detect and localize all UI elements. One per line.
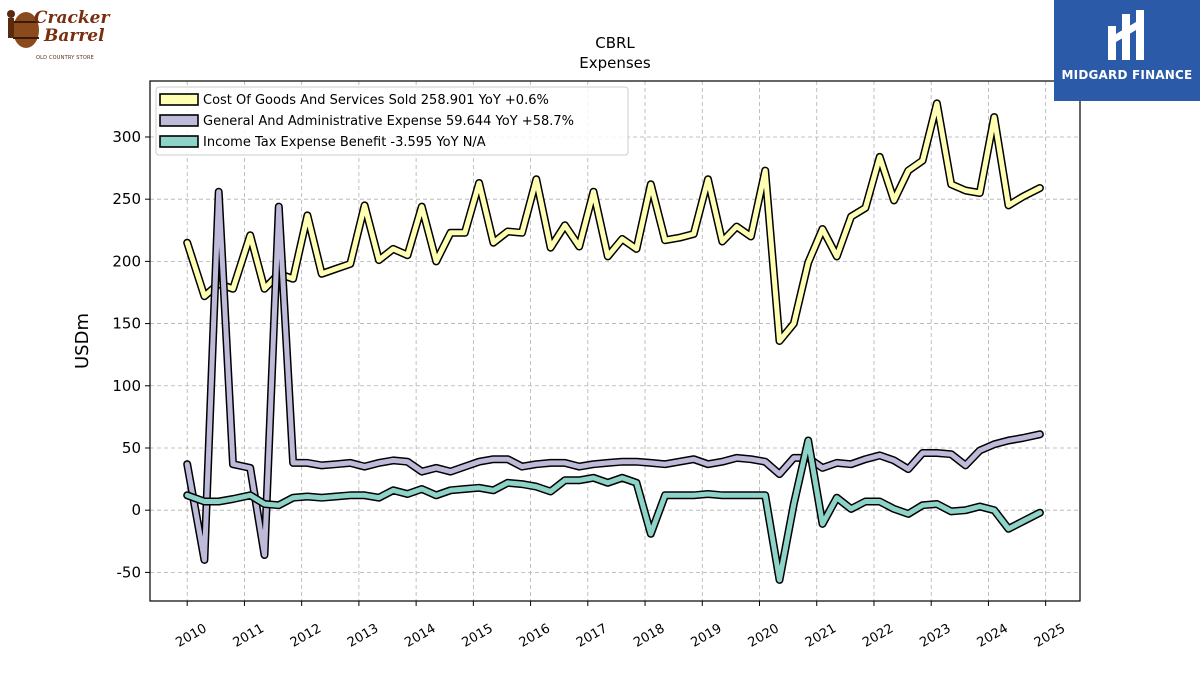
logo-text: MIDGARD FINANCE (1061, 68, 1193, 82)
x-tick-label: 2017 (574, 621, 610, 651)
y-tick-label: -50 (117, 563, 142, 581)
y-tick-label: 200 (112, 252, 141, 270)
legend-swatch (159, 114, 199, 127)
plot-frame (149, 80, 1081, 602)
x-tick-label: 2025 (1032, 621, 1068, 651)
x-tick-label: 2015 (460, 621, 496, 651)
x-tick-label: 2014 (402, 621, 438, 651)
y-tick-label: 150 (112, 315, 141, 333)
legend-box (155, 86, 629, 156)
legend-label: General And Administrative Expense 59.64… (203, 114, 574, 129)
y-tick-label: 250 (112, 190, 141, 208)
x-tick-label: 2010 (173, 621, 209, 651)
y-axis-label: USDm (72, 313, 93, 369)
midgard-mark-icon (1108, 10, 1144, 60)
x-tick-label: 2020 (746, 621, 782, 651)
x-tick-label: 2018 (631, 621, 667, 651)
logo-line1: Cracker (34, 8, 110, 28)
y-tick-label: 100 (112, 377, 141, 395)
series-layer (183, 99, 1044, 584)
chart-title: CBRL (595, 34, 635, 52)
legend: Cost Of Goods And Services Sold 258.901 … (155, 86, 629, 156)
x-tick-label: 2011 (231, 621, 267, 651)
x-tick-label: 2013 (345, 621, 381, 651)
barrel-icon (7, 10, 39, 48)
y-tick-label: 300 (112, 128, 141, 146)
y-tick-label: 50 (122, 439, 141, 457)
legend-label: Income Tax Expense Benefit -3.595 YoY N/… (203, 135, 486, 150)
midgard-finance-logo: MIDGARD FINANCE (1054, 0, 1200, 101)
legend-swatch (159, 135, 199, 148)
series-2 (183, 436, 1044, 584)
x-tick-label: 2023 (917, 621, 953, 651)
legend-swatch (159, 93, 199, 106)
y-tick-label: 0 (131, 501, 141, 519)
x-tick-label: 2019 (688, 621, 724, 651)
x-tick-label: 2022 (860, 621, 896, 651)
x-tick-label: 2021 (803, 621, 839, 651)
x-tick-label: 2012 (288, 621, 324, 651)
legend-label: Cost Of Goods And Services Sold 258.901 … (203, 93, 549, 108)
x-tick-label: 2016 (517, 621, 553, 651)
cracker-barrel-logo: Cracker Barrel OLD COUNTRY STORE (4, 4, 122, 66)
series-line (184, 189, 1043, 563)
series-1 (183, 187, 1044, 564)
series-0 (183, 99, 1044, 345)
logo-tagline: OLD COUNTRY STORE (36, 55, 95, 61)
chart-subtitle: Expenses (579, 54, 651, 72)
grid (150, 81, 1080, 601)
series-line (184, 438, 1043, 583)
logo-line2: Barrel (44, 26, 105, 46)
series-line (184, 100, 1043, 344)
x-tick-label: 2024 (975, 621, 1011, 651)
